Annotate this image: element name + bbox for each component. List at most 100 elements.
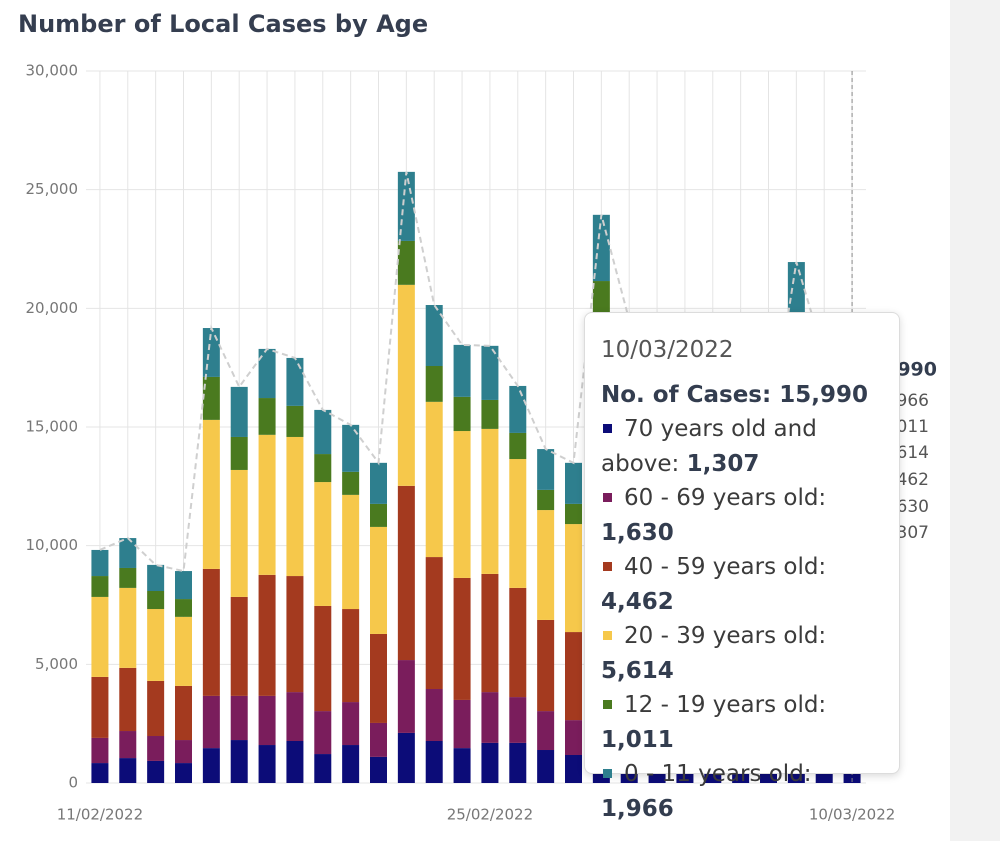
x-tick-label: 25/02/2022	[447, 806, 533, 824]
tooltip-item-label: 12 - 19 years old:	[624, 692, 827, 718]
bar-segment	[397, 240, 415, 285]
bar-segment	[453, 396, 471, 432]
bar-segment	[481, 428, 499, 574]
tooltip-item-value: 1,966	[601, 795, 674, 822]
bar-segment	[258, 745, 276, 783]
bar-segment	[147, 590, 165, 610]
bar-segment	[342, 494, 360, 610]
bar-segment	[481, 692, 499, 743]
bar-segment	[286, 357, 304, 406]
tooltip-swatch	[603, 630, 612, 640]
bar-segment	[453, 431, 471, 578]
bar-segment	[147, 564, 165, 591]
tooltip-item-label: 20 - 39 years old:	[624, 623, 827, 649]
x-tick-label: 11/02/2022	[57, 806, 143, 824]
tooltip-swatch	[603, 423, 612, 433]
bar-segment	[230, 436, 248, 470]
bar-segment	[202, 568, 220, 696]
bar-segment	[91, 737, 109, 764]
bar-segment	[453, 344, 471, 397]
tooltip-total-value: 15,990	[779, 381, 868, 408]
bar-segment	[509, 697, 527, 743]
bar-segment	[481, 345, 499, 400]
bar-segment	[91, 576, 109, 597]
bar-segment	[509, 742, 527, 783]
bar-segment	[537, 510, 555, 620]
bar-segment	[258, 348, 276, 399]
tooltip-total: No. of Cases: 15,990	[601, 378, 883, 413]
bar-segment	[286, 436, 304, 577]
bar-segment	[119, 758, 137, 783]
tooltip-items: 70 years old and above: 1,307 60 - 69 yea…	[601, 412, 883, 826]
bar-segment	[397, 660, 415, 733]
y-tick-label: 25,000	[26, 180, 79, 198]
bar-segment	[202, 376, 220, 420]
bar-segment	[286, 692, 304, 741]
bar-segment	[425, 366, 443, 402]
bar-segment	[787, 262, 805, 325]
bar-segment	[565, 503, 582, 525]
bar-segment	[286, 405, 304, 437]
bar-segment	[258, 434, 276, 575]
bar-segment	[286, 576, 304, 693]
bar-segment	[453, 577, 471, 700]
tooltip-item: 20 - 39 years old: 5,614	[601, 619, 883, 688]
tooltip-item-label: 0 - 11 years old:	[624, 761, 812, 787]
bar-segment	[425, 740, 443, 783]
bar-segment	[91, 549, 109, 577]
y-tick-label: 10,000	[26, 536, 79, 554]
bar-segment	[258, 398, 276, 435]
y-tick-label: 15,000	[26, 418, 79, 436]
bar-segment	[230, 469, 248, 597]
bar-segment	[147, 760, 165, 783]
bar-segment	[537, 750, 555, 783]
bar-segment	[342, 609, 360, 703]
bar-segment	[370, 722, 387, 757]
tooltip-item-label: 40 - 59 years old:	[624, 554, 827, 580]
bar-segment	[342, 745, 360, 783]
bar-segment	[314, 605, 332, 712]
bar-segment	[230, 596, 248, 696]
tooltip-swatch	[603, 768, 612, 778]
bar-segment	[453, 748, 471, 783]
bar-segment	[230, 695, 248, 741]
bar-segment	[509, 432, 527, 460]
bar-segment	[565, 632, 582, 721]
bar-segment	[314, 409, 332, 455]
bar-segment	[342, 702, 360, 746]
bar-segment	[425, 401, 443, 558]
bar-segment	[119, 667, 137, 732]
bar-segment	[314, 454, 332, 483]
tooltip-item-value: 1,307	[686, 450, 760, 477]
y-tick-label: 20,000	[26, 299, 79, 317]
bar-segment	[397, 732, 415, 783]
bar-segment	[91, 763, 109, 783]
bar-segment	[91, 596, 109, 677]
bar-segment	[175, 685, 192, 741]
tooltip-swatch	[603, 561, 612, 571]
bar-segment	[537, 449, 555, 490]
bar-segment	[230, 740, 248, 783]
bar-segment	[537, 619, 555, 712]
tooltip-item-value: 1,011	[601, 726, 674, 753]
bar-segment	[314, 482, 332, 606]
bar-segment	[175, 740, 192, 764]
bar-segment	[175, 763, 192, 783]
tooltip-item-value: 1,630	[601, 519, 674, 546]
bar-segment	[314, 711, 332, 755]
y-tick-label: 30,000	[26, 62, 79, 80]
bar-segment	[592, 214, 610, 282]
bar-segment	[147, 609, 165, 681]
bar-segment	[537, 489, 555, 511]
bar-segment	[453, 699, 471, 749]
side-panel	[950, 0, 1000, 841]
bar-segment	[258, 695, 276, 746]
bar-segment	[425, 689, 443, 741]
bar-segment	[425, 305, 443, 367]
bar-segment	[481, 573, 499, 693]
bar-segment	[119, 538, 137, 568]
tooltip-item: 12 - 19 years old: 1,011	[601, 688, 883, 757]
bar-segment	[119, 731, 137, 759]
bar-segment	[258, 574, 276, 696]
